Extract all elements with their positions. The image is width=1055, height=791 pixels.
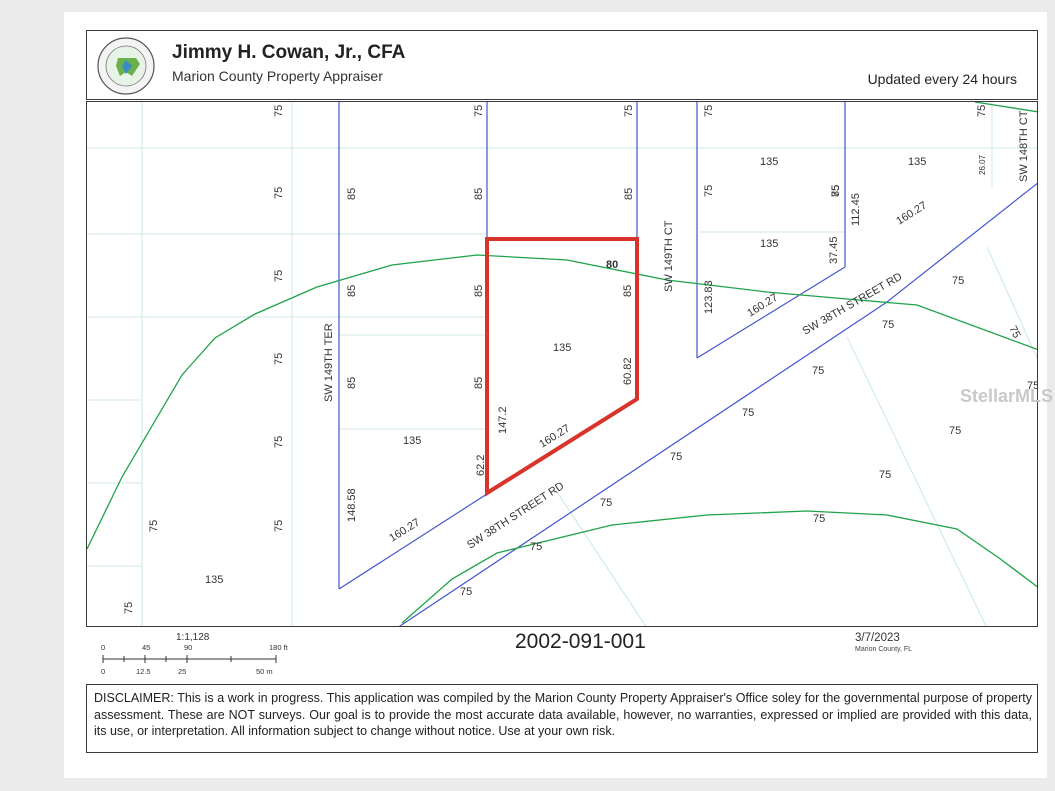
scale-label-ft: 0 [101, 643, 105, 652]
lot-dimension: 75 [813, 513, 825, 525]
scale-label-ft: 90 [184, 643, 192, 652]
lot-dimension: 37.45 [828, 236, 840, 264]
lot-dimension: 75 [703, 185, 715, 197]
faint-lot-lines [87, 102, 1037, 626]
scale-label-m: 25 [178, 667, 186, 676]
street-labels: SW 149TH TER SW 149TH CT SW 148TH CT SW … [323, 110, 1030, 551]
street-label: SW 149TH CT [663, 220, 675, 292]
lot-dimension: 75 [952, 275, 964, 287]
county-label: Marion County, FL [855, 646, 913, 653]
lot-dimension: 75 [949, 425, 961, 437]
map-canvas: SW 149TH TER SW 149TH CT SW 148TH CT SW … [87, 102, 1038, 626]
lot-dimension: 75 [273, 105, 285, 117]
map-sheet [64, 12, 1047, 778]
lot-dimension: 75 [473, 105, 485, 117]
lot-dimension: 75 [742, 407, 754, 419]
lot-dimension: 75 [830, 185, 842, 197]
lot-dimension: 135 [403, 435, 421, 447]
header-panel [86, 30, 1038, 100]
lot-dimension: 160.27 [745, 292, 780, 320]
appraiser-name: Jimmy H. Cowan, Jr., CFA [172, 42, 406, 63]
parcel-dimension: 147.2 [497, 406, 509, 434]
lot-dimension: 75 [273, 187, 285, 199]
lot-dimension: 85 [473, 377, 485, 389]
appraiser-seal-logo [97, 37, 155, 95]
lot-dimension: 85 [346, 377, 358, 389]
lot-lines [338, 102, 1037, 626]
contour-line-south [401, 510, 1037, 624]
lot-dimension: 148.58 [346, 488, 358, 522]
lot-dimension: 112.45 [850, 193, 862, 226]
lot-dimension: 75 [460, 586, 472, 598]
scale-label-m: 0 [101, 667, 105, 676]
lot-dimension: 75 [273, 353, 285, 365]
lot-dimension: 85 [473, 188, 485, 200]
lot-dimension: 75 [123, 602, 135, 614]
street-label: SW 148TH CT [1018, 110, 1030, 182]
lot-dimension: 75 [530, 541, 542, 553]
scale-label-ft: 45 [142, 643, 150, 652]
lot-dimension-labels: 75 75 75 75 75 75 75 75 75 75 75 75 75 7… [123, 105, 1038, 614]
parcel-dimension: 85 [622, 285, 634, 297]
lot-dimension: 75 [1027, 380, 1038, 392]
lot-dimension: 135 [760, 156, 778, 168]
lot-dimension: 26.07 [978, 154, 987, 175]
lot-dimension: 85 [473, 285, 485, 297]
lot-dimension: 75 [879, 469, 891, 481]
parcel-dimension: 80 [606, 259, 618, 271]
lot-dimension: 135 [205, 574, 223, 586]
lot-dimension: 75 [273, 520, 285, 532]
lot-dimension: 123.83 [703, 280, 715, 314]
lot-dimension: 85 [346, 188, 358, 200]
lot-dimension: 75 [976, 105, 988, 117]
parcel-dimension: 135 [553, 342, 571, 354]
scale-label-ft: 180 ft [269, 643, 289, 652]
lot-dimension: 85 [623, 188, 635, 200]
lot-dimension: 75 [623, 105, 635, 117]
lot-dimension: 85 [830, 185, 842, 197]
parcel-dimension: 160.27 [537, 423, 572, 451]
parcel-dimension-labels: 80 135 85 60.82 147.2 160.27 62.2 [475, 259, 634, 476]
parcel-dimension: 62.2 [475, 455, 487, 476]
office-name: Marion County Property Appraiser [172, 68, 383, 84]
contour-line-north [87, 254, 1037, 550]
street-label: SW 149TH TER [323, 323, 335, 402]
lot-dimension: 75 [600, 497, 612, 509]
parcel-dimension: 60.82 [622, 357, 634, 385]
update-frequency: Updated every 24 hours [867, 71, 1017, 87]
scale-bar: 0 45 90 180 ft 0 12.5 25 50 m [101, 643, 289, 676]
lot-dimension: 85 [346, 285, 358, 297]
lot-dimension: 160.27 [387, 517, 422, 545]
parcel-map[interactable]: SW 149TH TER SW 149TH CT SW 148TH CT SW … [86, 101, 1038, 627]
scale-ratio: 1:1,128 [176, 632, 210, 643]
lot-dimension: 135 [760, 238, 778, 250]
subject-parcel-boundary[interactable] [485, 237, 639, 497]
disclaimer-panel [86, 684, 1038, 753]
lot-dimension: 75 [882, 319, 894, 331]
lot-dimension: 75 [1006, 324, 1022, 340]
watermark: StellarMLS [960, 386, 1054, 406]
disclaimer-text: DISCLAIMER: This is a work in progress. … [94, 691, 1032, 738]
lot-dimension: 160.27 [894, 200, 929, 228]
map-date: 3/7/2023 [855, 632, 900, 644]
lot-dimension: 75 [148, 520, 160, 532]
lot-dimension: 135 [908, 156, 926, 168]
lot-dimension: 75 [273, 436, 285, 448]
scale-label-m: 50 m [256, 667, 273, 676]
lot-dimension: 75 [670, 451, 682, 463]
lot-dimension: 75 [273, 270, 285, 282]
scale-label-m: 12.5 [136, 667, 151, 676]
street-label: SW 38TH STREET RD [465, 480, 566, 552]
lot-dimension: 75 [812, 365, 824, 377]
lot-dimension: 75 [703, 105, 715, 117]
parcel-id: 2002-091-001 [515, 630, 646, 653]
contour-line-northeast [974, 102, 1037, 113]
